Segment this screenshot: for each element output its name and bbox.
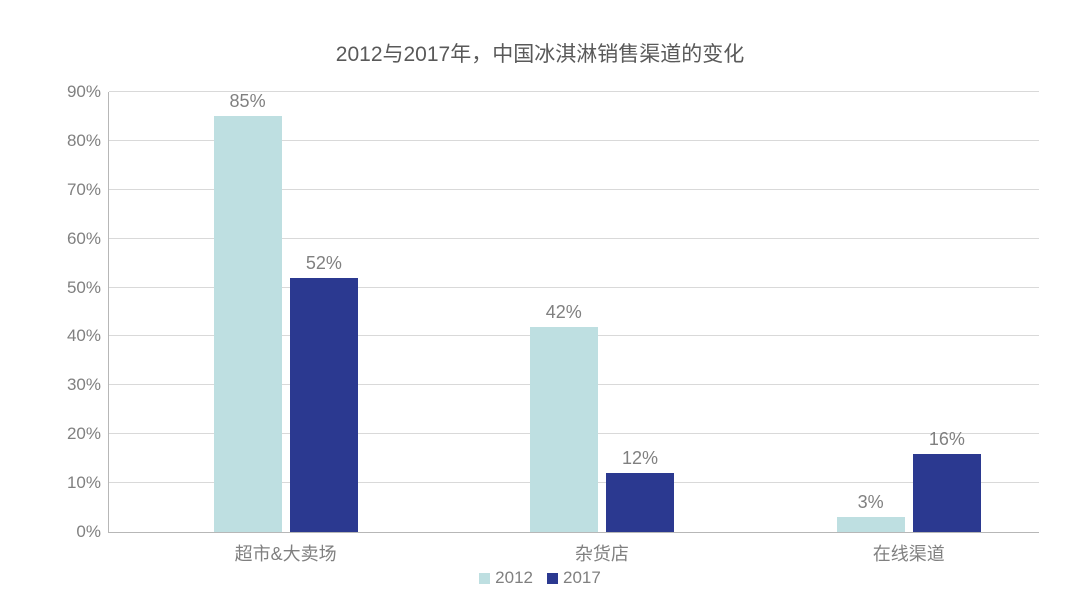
bar-value-label: 12% bbox=[622, 448, 658, 469]
y-tick-label: 0% bbox=[76, 522, 109, 542]
x-tick-label: 在线渠道 bbox=[873, 532, 945, 566]
legend: 2012 2017 bbox=[0, 568, 1080, 588]
y-tick-label: 60% bbox=[67, 229, 109, 249]
plot-area: 0%10%20%30%40%50%60%70%80%90%超市&大卖场85%52… bbox=[108, 92, 1039, 533]
bar-value-label: 52% bbox=[306, 253, 342, 274]
legend-label: 2017 bbox=[563, 568, 601, 588]
y-tick-label: 30% bbox=[67, 375, 109, 395]
bar bbox=[606, 473, 674, 532]
legend-swatch-icon bbox=[479, 573, 490, 584]
bar bbox=[290, 278, 358, 532]
y-tick-label: 50% bbox=[67, 278, 109, 298]
x-tick-label: 杂货店 bbox=[575, 532, 629, 566]
bar-chart: 2012与2017年，中国冰淇淋销售渠道的变化 0%10%20%30%40%50… bbox=[0, 0, 1080, 607]
bar-value-label: 3% bbox=[858, 492, 884, 513]
bar-value-label: 85% bbox=[230, 91, 266, 112]
y-tick-label: 10% bbox=[67, 473, 109, 493]
y-tick-label: 90% bbox=[67, 82, 109, 102]
legend-label: 2012 bbox=[495, 568, 533, 588]
bar-value-label: 42% bbox=[546, 302, 582, 323]
bar bbox=[837, 517, 905, 532]
y-tick-label: 20% bbox=[67, 424, 109, 444]
bar bbox=[214, 116, 282, 532]
legend-item: 2017 bbox=[547, 568, 601, 588]
y-tick-label: 80% bbox=[67, 131, 109, 151]
bar bbox=[913, 454, 981, 532]
y-tick-label: 40% bbox=[67, 326, 109, 346]
bar bbox=[530, 327, 598, 532]
chart-title: 2012与2017年，中国冰淇淋销售渠道的变化 bbox=[0, 38, 1080, 68]
legend-swatch-icon bbox=[547, 573, 558, 584]
y-tick-label: 70% bbox=[67, 180, 109, 200]
legend-item: 2012 bbox=[479, 568, 533, 588]
bar-value-label: 16% bbox=[929, 429, 965, 450]
x-tick-label: 超市&大卖场 bbox=[235, 532, 337, 566]
